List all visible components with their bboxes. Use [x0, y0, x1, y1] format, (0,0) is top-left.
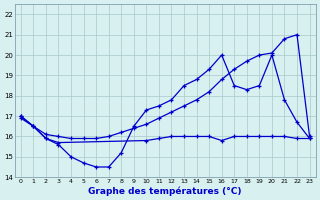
- X-axis label: Graphe des températures (°C): Graphe des températures (°C): [88, 186, 242, 196]
